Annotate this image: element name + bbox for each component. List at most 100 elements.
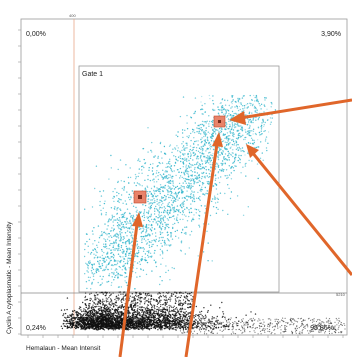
cyan-point-677 [99,190,101,193]
cyan-point-698 [125,243,127,245]
cyan-point-687 [133,182,136,184]
black-point-1660 [154,325,156,327]
cyan-point-1586 [164,242,166,244]
cyan-point-222 [132,214,134,217]
cyan-point-1137 [155,265,158,268]
cyan-point-302 [197,181,199,183]
cyan-point-771 [161,157,163,159]
cyan-point-62 [208,125,210,128]
cyan-point-56 [139,275,141,278]
cyan-point-888 [129,220,131,222]
cyan-point-2077 [112,230,115,232]
black-point-2027 [186,317,188,319]
cyan-point-240 [180,160,182,163]
cyan-point-832 [190,178,192,180]
cyan-point-2391 [175,159,178,161]
cyan-point-1312 [143,158,145,161]
cyan-point-2363 [227,109,229,112]
cyan-point-1768 [131,236,133,239]
cyan-point-2083 [256,111,258,114]
cyan-point-1746 [169,174,171,176]
cyan-point-1148 [236,143,238,146]
cyan-point-1379 [123,214,125,216]
cyan-point-2123 [86,263,88,265]
cyan-point-822 [231,128,233,130]
black-point-2066 [69,320,71,322]
cyan-point-1655 [178,187,180,189]
cyan-point-98 [119,233,122,236]
cyan-point-1597 [193,143,195,145]
cyan-point-659 [252,121,254,124]
cyan-point-459 [172,195,174,198]
cyan-point-2429 [129,167,131,169]
cyan-point-1138 [195,212,197,214]
cyan-point-1931 [113,259,116,261]
cyan-point-1523 [231,124,234,126]
cyan-point-2086 [160,204,163,206]
black-point-1977 [93,323,95,325]
black-point-444 [64,316,66,319]
cyan-point-831 [165,211,167,213]
cyan-point-201 [120,259,123,261]
cyan-point-2431 [199,123,202,126]
cyan-point-1912 [182,161,185,163]
cyan-point-2493 [219,129,221,132]
cyan-point-502 [228,152,230,154]
cyan-point-1547 [153,252,156,254]
cyan-point-1904 [215,206,218,209]
black-point-1055 [235,316,237,319]
cyan-point-1825 [117,233,119,236]
cyan-point-1896 [115,233,117,235]
cyan-point-1793 [201,120,204,123]
cyan-point-2454 [197,166,199,168]
cyan-point-924 [197,158,199,160]
cyan-point-2444 [173,155,175,157]
cyan-point-2280 [189,180,192,182]
cyan-point-90 [154,232,157,234]
cyan-point-2468 [252,104,254,106]
cyan-point-2309 [204,142,206,145]
cyan-point-678 [197,197,200,199]
cyan-point-290 [126,240,129,242]
cyan-point-915 [112,249,115,251]
cyan-point-2357 [116,225,119,227]
cyan-point-1267 [118,286,120,288]
cyan-point-342 [258,116,260,119]
cyan-point-2039 [113,195,115,198]
cyan-point-1299 [158,212,160,214]
cyan-point-1921 [199,165,202,167]
cyan-point-1895 [189,185,191,187]
cyan-point-1788 [179,218,181,221]
black-point-2412 [178,296,180,298]
cyan-point-747 [169,279,171,281]
cyan-point-1009 [138,183,140,185]
cyan-point-2108 [113,235,115,237]
cyan-point-2036 [108,275,111,277]
black-point-2132 [104,315,106,317]
cyan-point-2143 [126,259,129,261]
cyan-point-647 [217,158,220,161]
cyan-point-903 [205,157,207,159]
cyan-point-1513 [222,106,224,109]
cyan-point-2101 [169,196,171,199]
cyan-point-1659 [220,162,222,165]
black-point-1900 [196,322,199,324]
black-point-1473 [144,310,146,313]
cyan-point-1916 [242,166,244,168]
cyan-point-2167 [114,264,116,266]
cyan-point-1922 [221,153,224,155]
cyan-point-2228 [235,156,237,158]
cyan-point-1693 [150,213,152,215]
cyan-point-1494 [123,180,125,183]
cyan-point-1950 [169,209,171,212]
cyan-point-994 [222,170,224,172]
black-point-1593 [66,327,68,329]
cyan-point-16 [161,197,163,199]
cyan-point-318 [223,157,225,159]
cyan-point-631 [151,227,153,229]
black-point-1886 [62,323,64,325]
cyan-point-2318 [150,230,153,232]
cyan-point-1065 [116,195,118,197]
cyan-point-960 [252,130,255,132]
